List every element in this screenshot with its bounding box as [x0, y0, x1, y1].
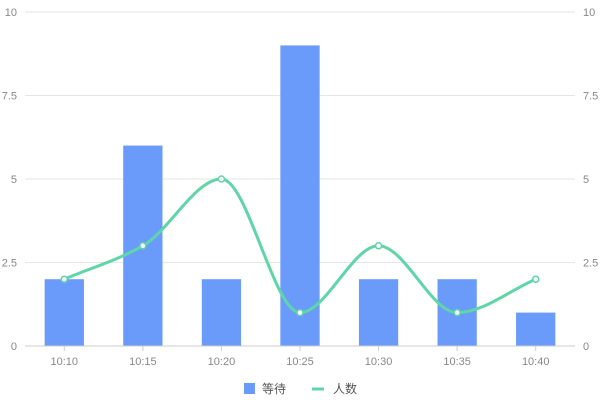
- bar-series: [44, 45, 556, 347]
- y-axis-left: 0 2.5 5 7.5 10: [2, 7, 17, 353]
- y-tick-label-right: 2.5: [583, 258, 598, 270]
- y-tick-label-left: 0: [11, 341, 17, 353]
- legend-line-label: 人数: [333, 381, 357, 396]
- line-point[interactable]: [531, 275, 540, 283]
- line-series: [60, 175, 540, 317]
- line-point[interactable]: [60, 275, 69, 283]
- legend-item-bar[interactable]: 等待: [244, 382, 286, 396]
- y-tick-label-left: 7.5: [2, 91, 17, 103]
- bar[interactable]: [201, 279, 242, 346]
- x-axis: 10:10 10:15 10:20 10:25 10:30 10:35 10:40: [51, 346, 550, 368]
- line-point[interactable]: [296, 308, 304, 317]
- y-tick-label-left: 5: [11, 174, 17, 186]
- bar[interactable]: [280, 45, 320, 347]
- x-tick-label: 10:20: [208, 356, 236, 368]
- x-tick-label: 10:35: [443, 356, 471, 368]
- legend: 等待 人数: [244, 381, 357, 396]
- legend-bar-label: 等待: [262, 382, 286, 396]
- line-point[interactable]: [374, 242, 383, 250]
- bar[interactable]: [44, 279, 84, 346]
- legend-bar-swatch: [244, 383, 255, 394]
- y-tick-label-left: 2.5: [2, 258, 17, 270]
- line-point[interactable]: [453, 308, 461, 317]
- y-tick-label-right: 5: [583, 174, 589, 186]
- x-tick-label: 10:15: [129, 356, 157, 368]
- y-tick-label-left: 10: [5, 7, 17, 19]
- x-tick-label: 10:40: [522, 356, 550, 368]
- bar[interactable]: [516, 312, 556, 346]
- bar[interactable]: [358, 279, 399, 346]
- line-point[interactable]: [139, 242, 147, 250]
- x-tick-label: 10:30: [365, 356, 393, 368]
- x-tick-label: 10:10: [51, 356, 79, 368]
- y-axis-right: 0 2.5 5 7.5 10: [583, 7, 598, 353]
- legend-item-line[interactable]: 人数: [312, 381, 357, 396]
- y-tick-label-right: 0: [583, 341, 589, 353]
- line-point[interactable]: [217, 175, 226, 183]
- y-tick-label-right: 7.5: [583, 91, 598, 103]
- x-tick-label: 10:25: [286, 356, 314, 368]
- y-tick-label-right: 10: [583, 7, 595, 19]
